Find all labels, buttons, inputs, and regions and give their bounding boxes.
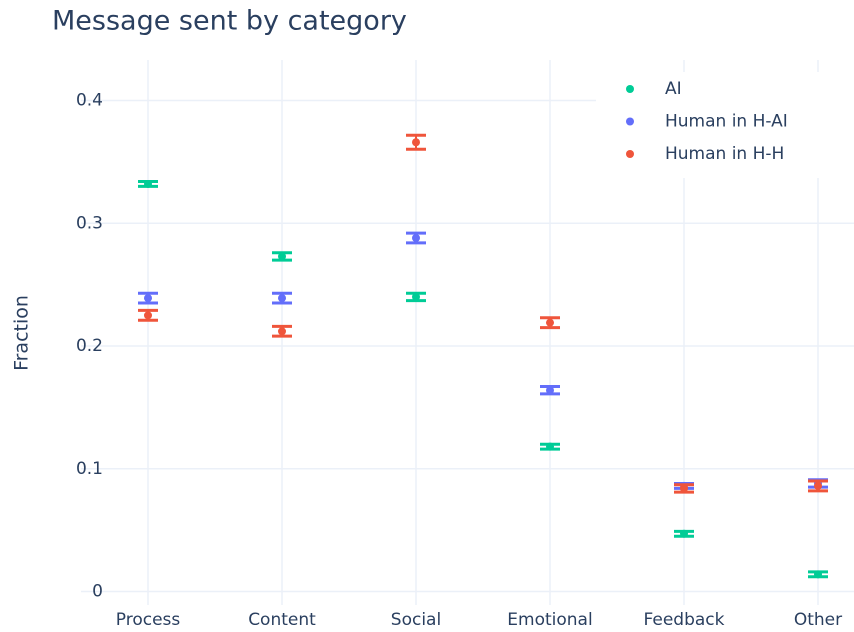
point [412, 233, 420, 242]
point [412, 138, 420, 147]
point [144, 294, 152, 303]
x-tick-label: Process [116, 610, 181, 630]
chart-title: Message sent by category [52, 6, 407, 37]
point [278, 252, 286, 261]
legend-label: AI [665, 79, 682, 99]
point [144, 311, 152, 320]
y-tick-label: 0.1 [76, 459, 103, 479]
legend-label: Human in H-H [665, 144, 784, 164]
point [278, 327, 286, 336]
x-tick-label: Feedback [644, 610, 725, 630]
point [814, 570, 822, 579]
point [814, 481, 822, 490]
y-tick-label: 0.3 [76, 213, 103, 233]
legend-marker [626, 150, 634, 158]
legend-marker [626, 117, 634, 126]
y-axis-label: Fraction [11, 295, 33, 371]
y-tick-label: 0.4 [76, 91, 103, 111]
legend-bg [596, 72, 854, 178]
point [680, 484, 688, 493]
x-tick-label: Content [248, 610, 316, 630]
x-tick-label: Other [794, 610, 842, 630]
legend-marker [626, 85, 634, 93]
point [546, 386, 554, 395]
point [412, 292, 420, 301]
legend-label: Human in H-AI [665, 112, 788, 132]
point [278, 294, 286, 303]
y-tick-label: 0 [92, 581, 103, 601]
y-tick-label: 0.2 [76, 336, 103, 356]
point [680, 529, 688, 538]
point [546, 318, 554, 327]
x-tick-label: Emotional [507, 610, 592, 630]
point [144, 179, 152, 188]
point [546, 442, 554, 451]
x-tick-label: Social [391, 610, 441, 630]
legend: AI Human in H-AI Human in H-H [596, 72, 854, 178]
